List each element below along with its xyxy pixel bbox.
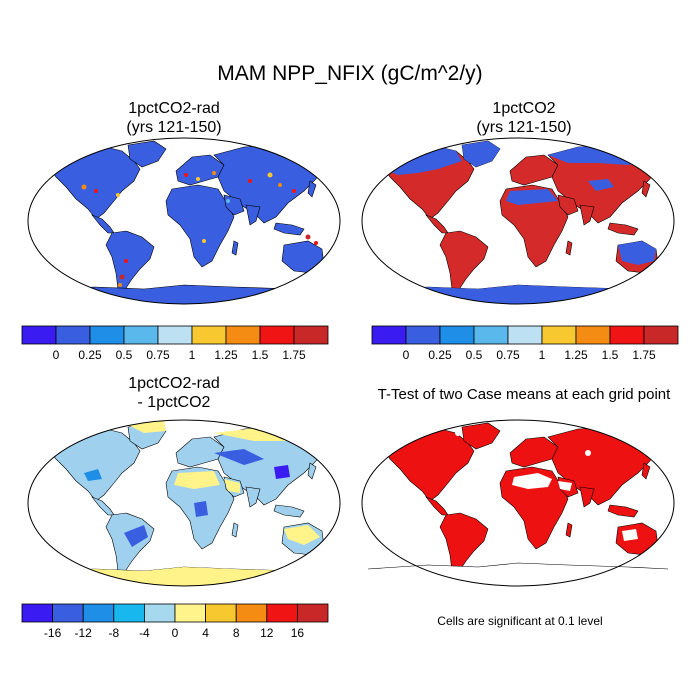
map-bottom-right bbox=[361, 419, 675, 587]
significance-note: Cells are significant at 0.1 level bbox=[437, 614, 603, 628]
colorbar-bottom-left-tick-label: -16 bbox=[44, 626, 62, 640]
colorbar-bottom-left-swatch bbox=[174, 603, 207, 623]
blue-areas-top-right bbox=[368, 141, 668, 304]
colorbar-bottom-left-swatch bbox=[235, 603, 268, 623]
panel-title-bottom-left: 1pctCO2-rad - 1pctCO2 bbox=[20, 374, 328, 412]
panel-title-bottom-right-line1: T-Test of two Case means at each grid po… bbox=[377, 386, 671, 403]
colorbar-bottom-left-swatch bbox=[144, 603, 176, 623]
colorbar-top-left-swatch bbox=[123, 325, 159, 345]
colorbar-bottom-left-tick-label: 8 bbox=[233, 626, 240, 640]
speckles-top-left bbox=[81, 171, 318, 287]
colorbar-top-right-swatch bbox=[405, 325, 441, 345]
colorbar-top-right-tick-label: 0.25 bbox=[428, 348, 452, 362]
antarctica-outline-bottom-right bbox=[367, 562, 669, 570]
colorbar-top-left-tick-label: 0.5 bbox=[116, 348, 133, 362]
colorbar-top-left-tick-label: 0.75 bbox=[146, 348, 170, 362]
colorbar-top-right-swatch bbox=[643, 325, 679, 345]
panel-title-bottom-right: T-Test of two Case means at each grid po… bbox=[352, 385, 696, 404]
colorbar-top-left-swatch bbox=[191, 325, 227, 345]
colorbar-bottom-left-tick-label: 0 bbox=[172, 626, 179, 640]
colorbar-bottom-left-swatch bbox=[205, 603, 237, 623]
colorbar-bottom-left-tick-label: -8 bbox=[108, 626, 119, 640]
colorbar-top-right-swatch bbox=[439, 325, 475, 345]
colorbar-bottom-left-swatch bbox=[266, 603, 298, 623]
colorbar-top-right-tick-label: 1.75 bbox=[632, 348, 656, 362]
colorbar-top-right-tick-label: 1.5 bbox=[602, 348, 619, 362]
colorbar-top-left-swatch bbox=[259, 325, 295, 345]
colorbar-bottom-left-tick-label: 12 bbox=[260, 626, 274, 640]
map-top-right bbox=[361, 137, 675, 305]
colorbar-top-right-swatch bbox=[507, 325, 543, 345]
panel-title-top-left-line2: (yrs 121-150) bbox=[126, 119, 222, 136]
panel-title-top-right-line2: (yrs 121-150) bbox=[476, 119, 572, 136]
colorbar-top-left-swatch bbox=[55, 325, 91, 345]
colorbar-top-left-swatch bbox=[225, 325, 261, 345]
colorbar-top-right-swatch bbox=[609, 325, 645, 345]
map-bottom-left bbox=[27, 419, 341, 587]
colorbar-bottom-left: -16 -12 -8 -4 0 4 8 12 16 bbox=[21, 603, 329, 640]
colorbar-bottom-left-tick-label: 16 bbox=[291, 626, 305, 640]
colorbar-bottom-left-swatch bbox=[296, 603, 329, 623]
colorbar-top-right-tick-label: 0 bbox=[403, 348, 410, 362]
panel-title-bottom-left-line2: - 1pctCO2 bbox=[137, 394, 211, 411]
colorbar-top-left-swatch bbox=[157, 325, 193, 345]
colorbar-top-right-tick-label: 0.75 bbox=[496, 348, 520, 362]
main-title: MAM NPP_NFIX (gC/m^2/y) bbox=[217, 62, 483, 85]
colorbar-top-left-tick-label: 1.5 bbox=[252, 348, 269, 362]
colorbar-bottom-left-swatch bbox=[82, 603, 115, 623]
colorbar-top-right-swatch bbox=[541, 325, 577, 345]
colorbar-bottom-left-tick-label: 4 bbox=[202, 626, 209, 640]
panel-title-bottom-left-line1: 1pctCO2-rad bbox=[128, 375, 220, 392]
colorbar-top-right-tick-label: 0.5 bbox=[466, 348, 483, 362]
globe-outline-top-right bbox=[361, 137, 675, 305]
map-top-left bbox=[27, 137, 341, 305]
colorbar-top-right-tick-label: 1 bbox=[539, 348, 546, 362]
colorbar-bottom-left-tick-label: -12 bbox=[75, 626, 93, 640]
colorbar-bottom-left-swatch bbox=[113, 603, 145, 623]
globe-outline-top-left bbox=[27, 137, 341, 305]
colorbar-top-right-swatch bbox=[371, 325, 407, 345]
colorbar-bottom-left-tick-label: -4 bbox=[139, 626, 150, 640]
colorbar-top-right: 0 0.25 0.5 0.75 1 1.25 1.5 1.75 bbox=[371, 325, 679, 362]
colorbar-bottom-left-swatch bbox=[21, 603, 54, 623]
colorbar-top-right-tick-label: 1.25 bbox=[564, 348, 588, 362]
colorbar-top-right-swatch bbox=[575, 325, 611, 345]
panel-title-top-left-line1: 1pctCO2-rad bbox=[128, 100, 220, 117]
globe-outline-bottom-left bbox=[27, 419, 341, 587]
colorbar-top-left-swatch bbox=[89, 325, 125, 345]
colorbar-top-right-swatch bbox=[473, 325, 509, 345]
panel-title-top-right: 1pctCO2 (yrs 121-150) bbox=[370, 99, 678, 137]
colorbar-top-left-swatch bbox=[293, 325, 329, 345]
colorbar-top-left-tick-label: 1.25 bbox=[214, 348, 238, 362]
colorbar-bottom-left-swatch bbox=[52, 603, 84, 623]
panel-title-top-left: 1pctCO2-rad (yrs 121-150) bbox=[20, 99, 328, 137]
globe-outline-bottom-right bbox=[361, 419, 675, 587]
colorbar-top-left-tick-label: 0.25 bbox=[78, 348, 102, 362]
land-top-left bbox=[33, 140, 337, 304]
panel-title-top-right-line1: 1pctCO2 bbox=[492, 100, 556, 117]
colorbar-top-left-tick-label: 1 bbox=[189, 348, 196, 362]
colorbar-top-left-tick-label: 1.75 bbox=[282, 348, 306, 362]
diff-patches-bottom-left bbox=[34, 420, 334, 586]
colorbar-top-left-swatch bbox=[21, 325, 57, 345]
colorbar-top-left-tick-label: 0 bbox=[53, 348, 60, 362]
colorbar-top-left: 0 0.25 0.5 0.75 1 1.25 1.5 1.75 bbox=[21, 325, 329, 362]
